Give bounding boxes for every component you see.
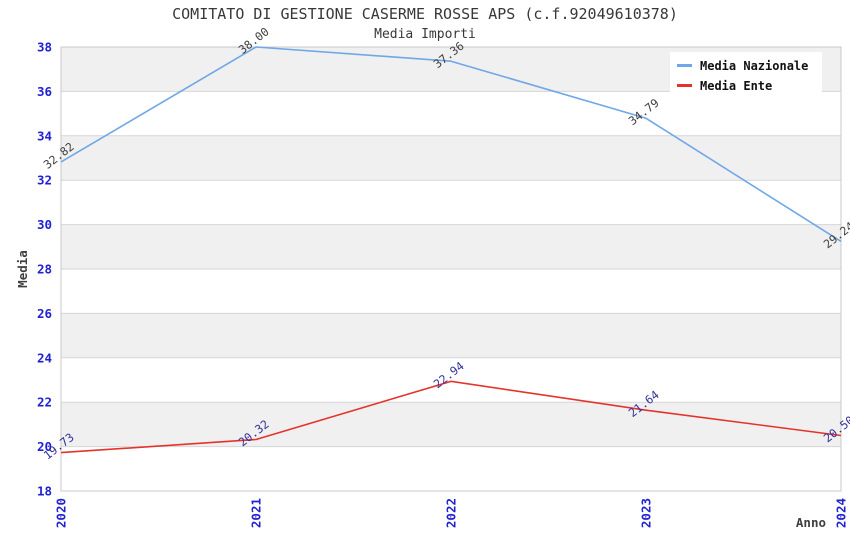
legend-label: Media Ente	[700, 78, 773, 93]
legend-line-icon	[677, 64, 692, 67]
y-tick-label: 30	[37, 217, 52, 232]
plot-band	[61, 269, 841, 314]
y-tick-label: 24	[37, 350, 52, 365]
legend-line-icon	[677, 84, 692, 87]
series-line-nazionale	[60, 46, 842, 243]
series-line-ente	[60, 380, 842, 454]
legend: Media Nazionale Media Ente	[670, 52, 822, 99]
y-tick-label: 26	[37, 306, 52, 321]
y-tick-label: 28	[37, 262, 52, 277]
plot-band	[61, 135, 841, 181]
plot-band	[61, 446, 841, 491]
y-tick-label: 32	[37, 173, 52, 188]
y-axis-title: Media	[15, 250, 30, 288]
plot-frame	[60, 46, 842, 492]
legend-label: Media Nazionale	[700, 58, 809, 73]
plot-band	[61, 402, 841, 447]
x-tick-label: 2021	[249, 498, 264, 528]
y-tick-label: 38	[37, 40, 52, 55]
x-tick-label: 2022	[444, 498, 459, 528]
y-tick-label: 34	[37, 128, 52, 143]
y-tick-label: 18	[37, 484, 52, 499]
y-tick-label: 22	[37, 395, 52, 410]
x-tick-label: 2023	[639, 498, 654, 528]
legend-item: Media Nazionale	[670, 58, 822, 74]
plot-band	[61, 357, 841, 403]
y-tick-label: 20	[37, 439, 52, 454]
x-axis-title: Anno	[796, 515, 826, 530]
plot-band	[61, 313, 841, 358]
x-tick-label: 2020	[54, 498, 69, 528]
plot-band	[61, 224, 841, 269]
y-tick-label: 36	[37, 84, 52, 99]
plot-band	[61, 180, 841, 225]
chart-subtitle: Media Importi	[374, 27, 476, 42]
x-tick-label: 2024	[834, 498, 849, 528]
chart-title: COMITATO DI GESTIONE CASERME ROSSE APS (…	[172, 5, 678, 23]
legend-item: Media Ente	[670, 78, 822, 94]
